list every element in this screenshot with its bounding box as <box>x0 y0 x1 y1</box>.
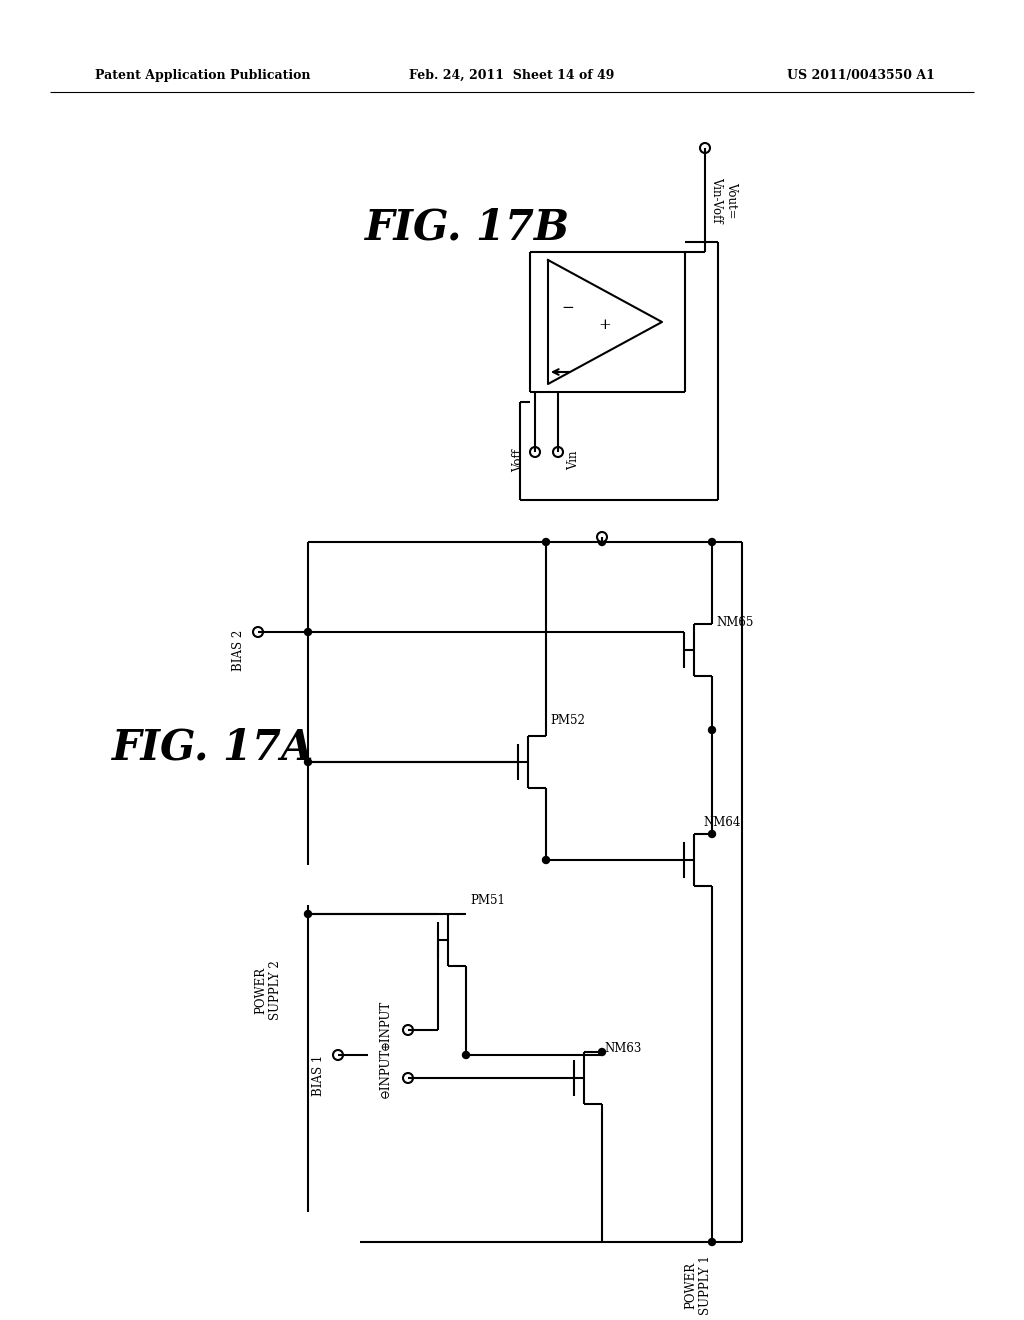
Circle shape <box>304 911 311 917</box>
Text: Vin: Vin <box>567 450 581 470</box>
Text: POWER
SUPPLY 1: POWER SUPPLY 1 <box>684 1255 712 1315</box>
Text: PM52: PM52 <box>550 714 585 726</box>
Circle shape <box>463 1052 469 1059</box>
Circle shape <box>304 628 311 635</box>
Text: Vout=
Vin-Voff: Vout= Vin-Voff <box>710 177 738 223</box>
Circle shape <box>553 447 563 457</box>
Circle shape <box>543 857 550 863</box>
Text: +: + <box>599 318 611 333</box>
Text: FIG. 17A: FIG. 17A <box>112 727 314 770</box>
Circle shape <box>304 759 311 766</box>
Circle shape <box>709 539 716 545</box>
Circle shape <box>709 1238 716 1246</box>
Text: Patent Application Publication: Patent Application Publication <box>95 69 310 82</box>
Circle shape <box>597 532 607 543</box>
Circle shape <box>598 539 605 545</box>
Circle shape <box>333 1049 343 1060</box>
Text: FIG. 17B: FIG. 17B <box>365 207 570 249</box>
Circle shape <box>403 1026 413 1035</box>
Text: ⊖INPUT: ⊖INPUT <box>379 1048 392 1098</box>
Text: NM63: NM63 <box>604 1041 641 1055</box>
Circle shape <box>700 143 710 153</box>
Text: −: − <box>561 301 574 315</box>
Text: ⊕INPUT: ⊕INPUT <box>379 999 392 1051</box>
Circle shape <box>543 539 550 545</box>
Circle shape <box>598 1048 605 1056</box>
Text: NM65: NM65 <box>716 615 754 628</box>
Circle shape <box>709 726 716 734</box>
Circle shape <box>709 830 716 837</box>
Circle shape <box>253 627 263 638</box>
Text: Feb. 24, 2011  Sheet 14 of 49: Feb. 24, 2011 Sheet 14 of 49 <box>410 69 614 82</box>
Circle shape <box>403 1073 413 1082</box>
Text: BIAS 2: BIAS 2 <box>231 630 245 671</box>
Circle shape <box>530 447 540 457</box>
Text: PM51: PM51 <box>470 894 505 907</box>
Text: BIAS 1: BIAS 1 <box>311 1055 325 1096</box>
Text: NM64: NM64 <box>703 816 740 829</box>
Text: POWER
SUPPLY 2: POWER SUPPLY 2 <box>254 960 282 1020</box>
Text: US 2011/0043550 A1: US 2011/0043550 A1 <box>787 69 935 82</box>
Text: Voff: Voff <box>512 449 525 471</box>
